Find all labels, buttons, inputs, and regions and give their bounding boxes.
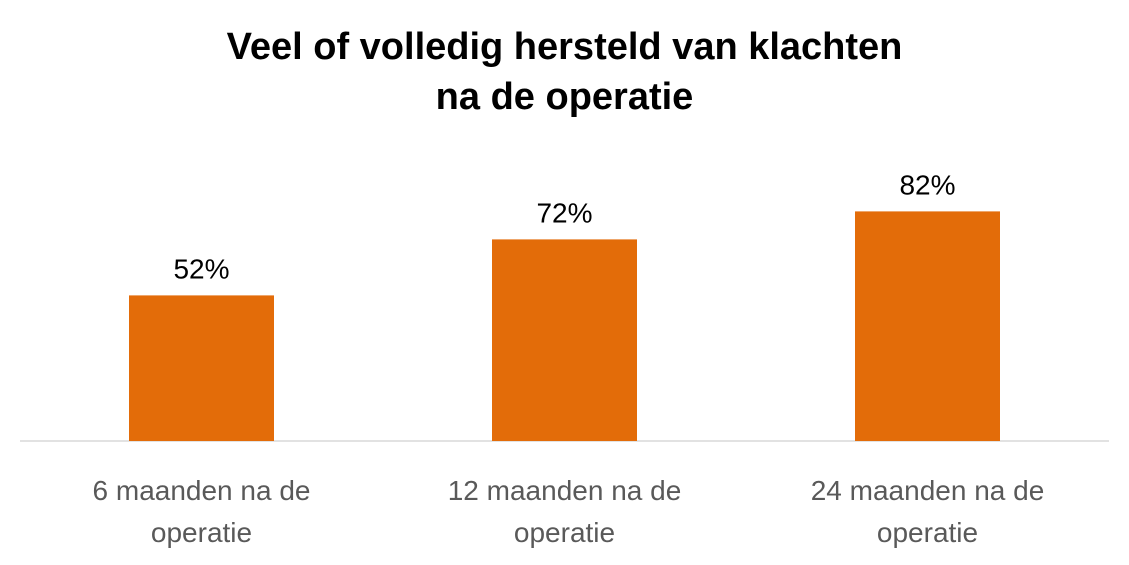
category-label-3-line-2: operatie bbox=[877, 517, 978, 548]
bar-3 bbox=[855, 211, 1000, 441]
data-label-3: 82% bbox=[899, 169, 955, 200]
bar-1 bbox=[129, 295, 274, 441]
chart-title: Veel of volledig hersteld van klachten n… bbox=[0, 22, 1129, 122]
chart-title-line-1: Veel of volledig hersteld van klachten bbox=[226, 26, 903, 68]
chart-title-line-2: na de operatie bbox=[435, 76, 694, 118]
category-label-2-line-1: 12 maanden na de bbox=[448, 475, 682, 506]
data-label-1: 52% bbox=[173, 253, 229, 284]
category-label-3-line-1: 24 maanden na de bbox=[811, 475, 1045, 506]
category-label-1-line-1: 6 maanden na de bbox=[93, 475, 311, 506]
category-label-2-line-2: operatie bbox=[514, 517, 615, 548]
labels-group: 52% 6 maanden na de operatie 72% 12 maanden … bbox=[93, 169, 1045, 548]
bar-2 bbox=[492, 239, 637, 441]
bars-group bbox=[129, 211, 1000, 441]
data-label-2: 72% bbox=[536, 197, 592, 228]
category-label-1-line-2: operatie bbox=[151, 517, 252, 548]
